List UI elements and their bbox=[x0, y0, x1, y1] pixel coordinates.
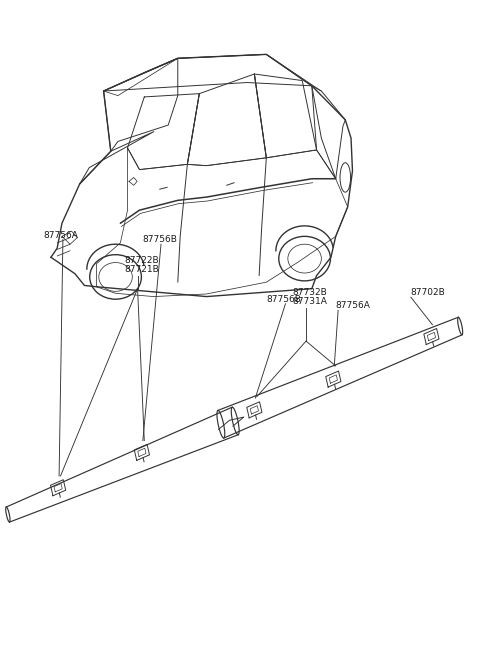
Text: 87756B: 87756B bbox=[142, 236, 177, 244]
Text: 87756A: 87756A bbox=[44, 231, 79, 239]
Text: 87721B: 87721B bbox=[124, 265, 159, 274]
Text: 87756A: 87756A bbox=[336, 301, 371, 310]
Text: 87756B: 87756B bbox=[266, 295, 301, 304]
Text: 87722B: 87722B bbox=[124, 255, 159, 264]
Text: 87731A: 87731A bbox=[293, 297, 327, 306]
Text: 87702B: 87702B bbox=[410, 288, 444, 297]
Text: 87732B: 87732B bbox=[293, 287, 327, 297]
